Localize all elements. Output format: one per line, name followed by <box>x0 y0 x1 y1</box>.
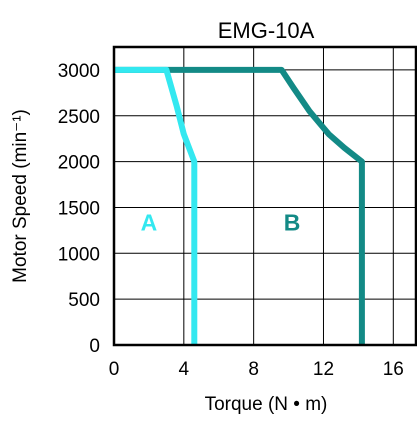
y-axis-label: Motor Speed (min⁻¹) <box>10 109 31 283</box>
series-layer <box>114 66 365 345</box>
plot-frame <box>112 45 417 347</box>
x-tick-label: 12 <box>313 359 334 380</box>
grid <box>113 47 416 346</box>
series-b-line <box>114 66 365 345</box>
y-tick-label: 1500 <box>58 198 100 219</box>
tick-labels: 0 4 8 12 16 0 500 1000 1500 2000 2500 3000 <box>58 61 404 380</box>
x-tick-label: 4 <box>179 359 190 380</box>
y-tick-label: 0 <box>89 336 100 357</box>
x-axis-label: Torque (N • m) <box>205 394 328 415</box>
chart-title: EMG-10A <box>218 18 315 43</box>
y-tick-label: 2000 <box>58 153 100 174</box>
region-label-b: B <box>284 209 301 235</box>
y-tick-label: 3000 <box>58 61 100 82</box>
x-tick-label: 0 <box>109 359 120 380</box>
x-tick-label: 8 <box>248 359 259 380</box>
series-a-line <box>114 66 198 345</box>
x-tick-label: 16 <box>383 359 404 380</box>
region-label-a: A <box>141 209 158 235</box>
y-tick-label: 500 <box>68 290 100 311</box>
y-tick-label: 1000 <box>58 244 100 265</box>
y-tick-label: 2500 <box>58 107 100 128</box>
